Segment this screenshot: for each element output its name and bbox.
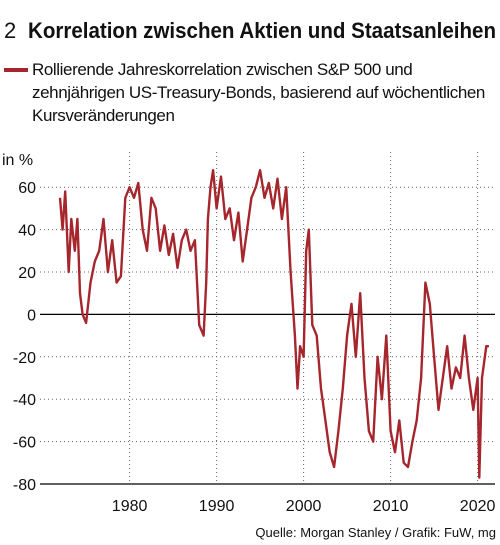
y-tick-label: -80 bbox=[13, 477, 36, 494]
y-axis-label: in % bbox=[2, 152, 33, 169]
y-tick-label: 40 bbox=[18, 223, 36, 240]
y-tick-label: 60 bbox=[18, 180, 36, 197]
source: Quelle: Morgan Stanley / Grafik: FuW, mg bbox=[255, 525, 496, 540]
data-line bbox=[58, 169, 489, 479]
y-tick-label: -20 bbox=[13, 350, 36, 367]
figure-number: 2 bbox=[4, 18, 16, 43]
y-tick-label: -60 bbox=[13, 435, 36, 452]
chart-title: Korrelation zwischen Aktien und Staatsan… bbox=[28, 18, 496, 43]
x-tick-label: 1980 bbox=[112, 498, 148, 515]
y-tick-label: 20 bbox=[18, 265, 36, 282]
x-tick-label: 2000 bbox=[286, 498, 322, 515]
legend-label: Rollierende Jahreskorrelation zwischen S… bbox=[32, 60, 485, 125]
x-tick-label: 2020 bbox=[460, 498, 496, 515]
y-tick-label: 0 bbox=[27, 307, 36, 324]
x-tick-label: 1990 bbox=[199, 498, 235, 515]
x-tick-label: 2010 bbox=[373, 498, 409, 515]
y-tick-label: -40 bbox=[13, 392, 36, 409]
